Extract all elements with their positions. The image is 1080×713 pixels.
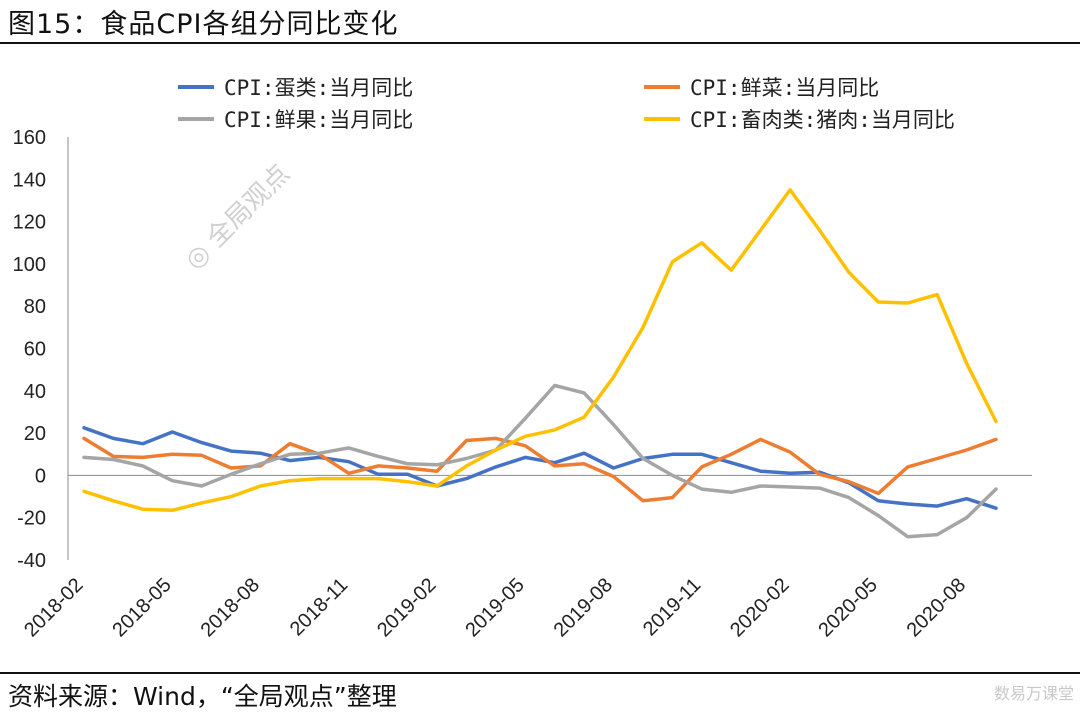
x-tick-label: 2019-05 <box>461 574 528 641</box>
legend-swatch <box>644 85 680 89</box>
y-tick-label: 140 <box>13 169 46 191</box>
x-tick-label: 2020-02 <box>726 574 793 641</box>
legend-label: CPI:鲜菜:当月同比 <box>690 76 880 100</box>
legend-label: CPI:畜肉类:猪肉:当月同比 <box>690 108 955 132</box>
legend-item: CPI:畜肉类:猪肉:当月同比 <box>644 104 955 134</box>
x-tick-label: 2018-05 <box>108 574 175 641</box>
y-tick-label: 160 <box>13 127 46 149</box>
y-tick-label: 80 <box>24 296 46 318</box>
series-line-2 <box>82 436 998 503</box>
y-tick-label: 0 <box>35 465 46 487</box>
y-tick-label: 100 <box>13 254 46 276</box>
x-tick-label: 2019-08 <box>550 574 617 641</box>
x-tick-label: 2019-02 <box>373 574 440 641</box>
x-tick-label: 2019-11 <box>639 574 705 640</box>
title-divider <box>0 42 1080 44</box>
legend-label: CPI:鲜果:当月同比 <box>224 108 414 132</box>
x-tick-label: 2018-02 <box>20 574 87 641</box>
x-tick-label: 2020-08 <box>903 574 970 641</box>
y-tick-label: -20 <box>17 508 46 530</box>
footer-divider <box>0 672 1080 674</box>
corner-watermark: 数易万课堂 <box>993 684 1074 703</box>
legend-label: CPI:蛋类:当月同比 <box>224 76 414 100</box>
legend-swatch <box>644 117 680 121</box>
legend-item: CPI:鲜果:当月同比 <box>178 104 413 134</box>
series-layer <box>82 188 998 539</box>
y-axis: -40 -20 0 20 40 60 80 100 120 140 160 <box>13 127 69 572</box>
legend-swatch <box>178 117 214 121</box>
legend-item: CPI:鲜菜:当月同比 <box>644 72 879 102</box>
x-tick-label: 2018-11 <box>286 574 352 640</box>
legend-swatch <box>178 85 214 89</box>
y-tick-label: 20 <box>24 423 46 445</box>
y-tick-label: 120 <box>13 212 46 234</box>
legend-item: CPI:蛋类:当月同比 <box>178 72 413 102</box>
x-tick-label: 2020-05 <box>814 574 881 641</box>
line-chart: -40 -20 0 20 40 60 80 100 120 140 160 2018-02 2018-… <box>13 127 1032 641</box>
chart-title: 图15：食品CPI各组分同比变化 <box>8 9 399 40</box>
y-tick-label: 40 <box>24 381 46 403</box>
source-note: 资料来源：Wind，“全局观点”整理 <box>8 682 397 711</box>
series-line-1 <box>82 426 998 510</box>
y-tick-label: 60 <box>24 339 46 361</box>
series-line-4 <box>82 188 998 513</box>
x-tick-label: 2018-08 <box>197 574 264 641</box>
y-tick-label: -40 <box>17 550 46 572</box>
series-line-3 <box>82 383 998 539</box>
